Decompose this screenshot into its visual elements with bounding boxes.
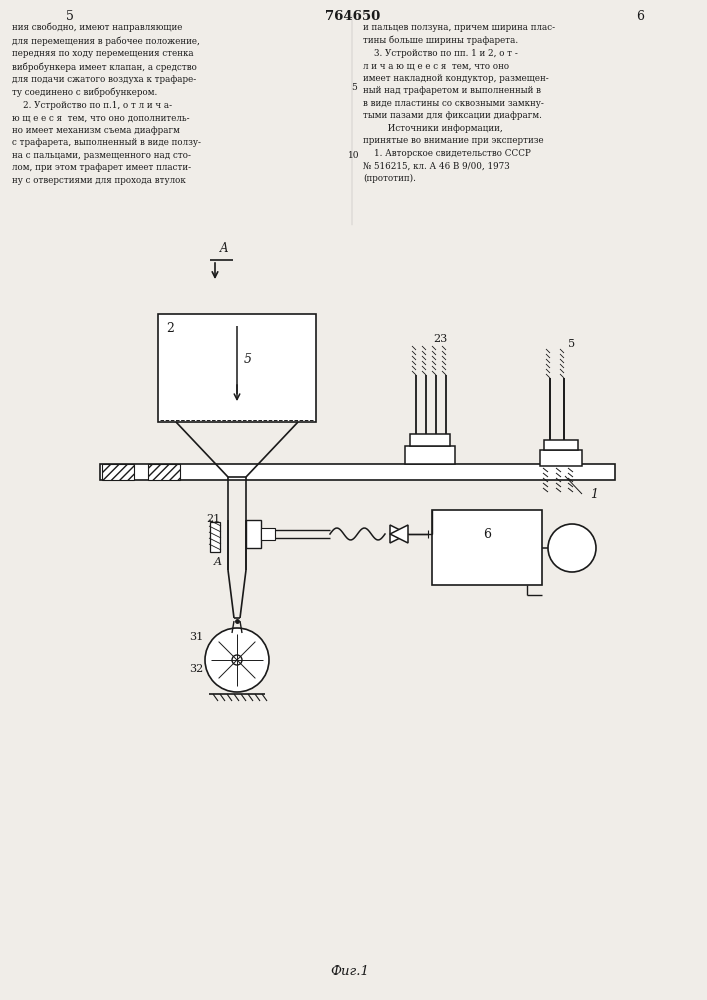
Bar xyxy=(410,434,450,446)
Text: 6: 6 xyxy=(636,10,644,23)
Text: 10: 10 xyxy=(349,150,360,159)
Text: 32: 32 xyxy=(189,664,203,674)
Bar xyxy=(246,520,261,548)
Bar xyxy=(158,314,316,422)
Text: ния свободно, имеют направляющие
для перемещения в рабочее положение,
передняя п: ния свободно, имеют направляющие для пер… xyxy=(12,23,201,185)
Bar xyxy=(544,440,578,450)
Text: 5: 5 xyxy=(568,339,575,349)
Bar xyxy=(432,510,542,585)
Circle shape xyxy=(205,628,269,692)
Bar xyxy=(102,464,134,480)
Bar xyxy=(261,528,275,540)
Text: 5: 5 xyxy=(244,353,252,366)
Bar xyxy=(148,464,180,480)
Text: A: A xyxy=(220,242,228,255)
Bar xyxy=(210,522,220,552)
Polygon shape xyxy=(390,525,408,543)
Text: 1: 1 xyxy=(590,488,598,501)
Text: 6: 6 xyxy=(483,528,491,541)
Polygon shape xyxy=(390,525,408,543)
Bar xyxy=(540,450,582,466)
Text: 5: 5 xyxy=(351,84,357,93)
Text: 23: 23 xyxy=(433,334,448,344)
Text: A: A xyxy=(214,557,222,567)
Bar xyxy=(100,464,615,480)
Circle shape xyxy=(548,524,596,572)
Text: 2: 2 xyxy=(166,322,174,335)
Text: 764650: 764650 xyxy=(325,10,380,23)
Text: 31: 31 xyxy=(189,632,203,642)
Text: 5: 5 xyxy=(66,10,74,23)
Bar xyxy=(405,446,455,464)
Circle shape xyxy=(232,655,242,665)
Text: Фиг.1: Фиг.1 xyxy=(331,965,370,978)
Text: 21: 21 xyxy=(206,514,221,524)
Text: и пальцев ползуна, причем ширина плас-
тины больше ширины трафарета.
    3. Устр: и пальцев ползуна, причем ширина плас- т… xyxy=(363,23,555,183)
